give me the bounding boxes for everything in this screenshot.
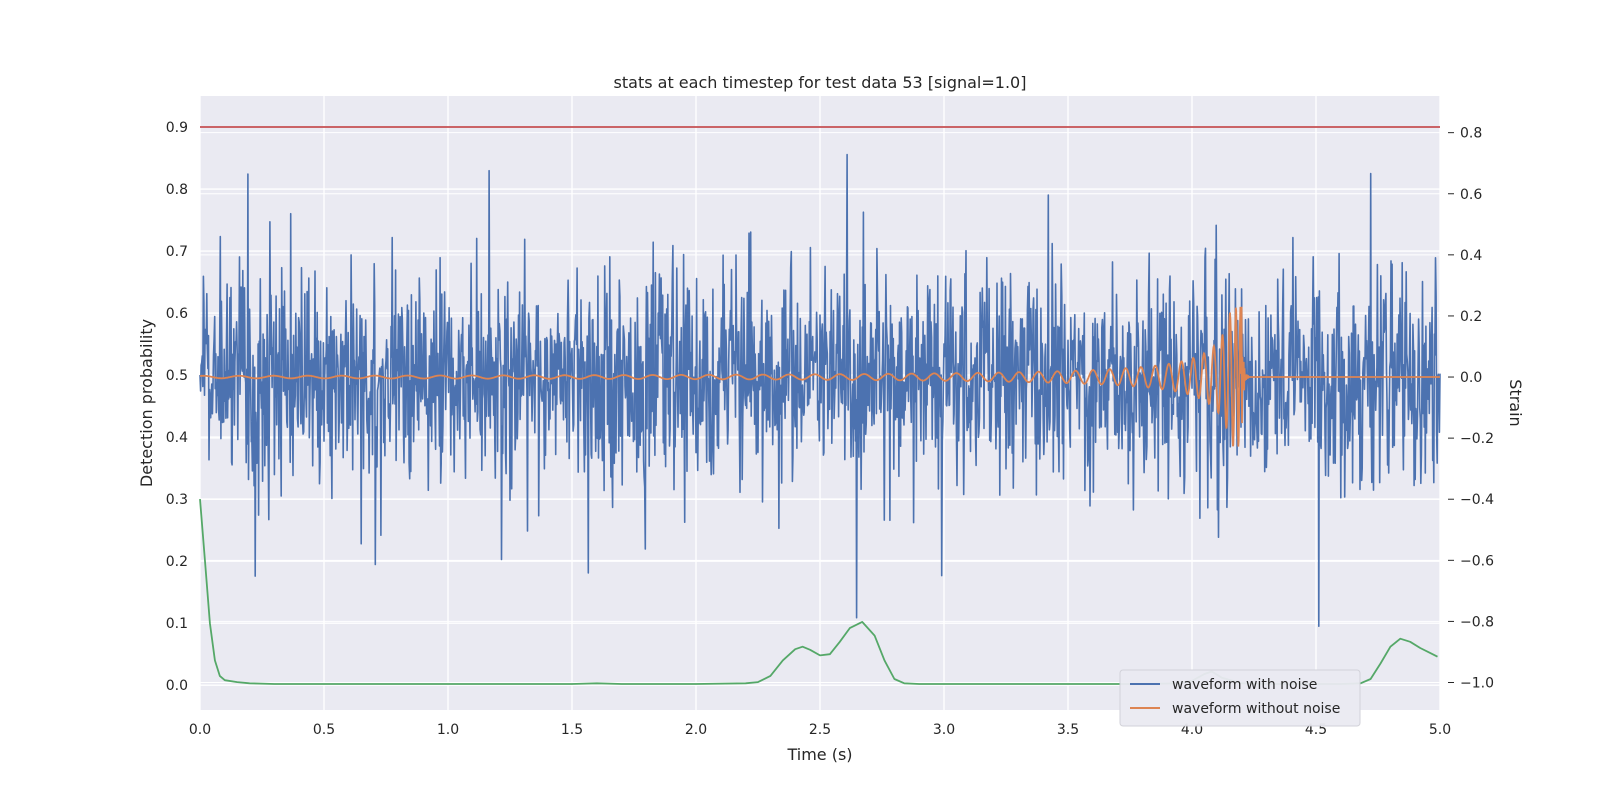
- y-left-tick-label: 0.0: [166, 678, 188, 694]
- x-tick-label: 3.0: [933, 722, 955, 738]
- y-left-tick-label: 0.4: [166, 430, 188, 446]
- y-left-tick-label: 0.3: [166, 492, 188, 508]
- y-right-tick-label: 0.0: [1460, 370, 1482, 386]
- x-tick-label: 1.5: [561, 722, 583, 738]
- x-tick-label: 2.5: [809, 722, 831, 738]
- y-left-tick-label: 0.7: [166, 244, 188, 260]
- legend-box: [1119, 669, 1361, 727]
- axes-layer: 0.0 0.5 1.0 1.5 2.0 2.5 3.0 3.5 4.0 4.5 5.00.00.10…: [166, 120, 1494, 738]
- y-right-tick-label: −0.2: [1460, 431, 1494, 447]
- legend-label-noise: waveform with noise: [1172, 677, 1317, 693]
- series-waveform-with-noise: [199, 153, 1441, 628]
- x-tick-label: 5.0: [1429, 722, 1451, 738]
- y-axis-label-right: Strain: [1506, 379, 1525, 426]
- chart-title: stats at each timestep for test data 53 …: [614, 73, 1027, 92]
- y-right-tick-label: 0.8: [1460, 126, 1482, 142]
- y-left-tick-label: 0.5: [166, 368, 188, 384]
- y-right-tick-label: −1.0: [1460, 676, 1494, 692]
- series-waveform-without-noise: [199, 306, 1440, 447]
- y-right-tick-label: 0.4: [1460, 248, 1482, 264]
- x-tick-label: 2.0: [685, 722, 707, 738]
- y-right-tick-label: 0.6: [1460, 187, 1482, 203]
- x-axis-label: Time (s): [786, 745, 852, 764]
- x-tick-label: 0.5: [313, 722, 335, 738]
- y-left-tick-label: 0.8: [166, 182, 188, 198]
- x-tick-label: 1.0: [437, 722, 459, 738]
- y-left-tick-label: 0.1: [166, 616, 188, 632]
- y-right-tick-label: −0.6: [1460, 553, 1494, 569]
- x-tick-label: 0.0: [189, 722, 211, 738]
- y-right-tick-label: −0.4: [1460, 492, 1494, 508]
- y-axis-label-left: Detection probability: [137, 319, 156, 487]
- y-left-tick-label: 0.2: [166, 554, 188, 570]
- y-left-tick-label: 0.9: [166, 120, 188, 136]
- y-right-tick-label: 0.2: [1460, 309, 1482, 325]
- legend: waveform with noise waveform without noi…: [1119, 669, 1361, 727]
- y-right-tick-label: −0.8: [1460, 614, 1494, 630]
- y-left-tick-label: 0.6: [166, 306, 188, 322]
- legend-label-clean: waveform without noise: [1172, 701, 1340, 717]
- x-tick-label: 3.5: [1057, 722, 1079, 738]
